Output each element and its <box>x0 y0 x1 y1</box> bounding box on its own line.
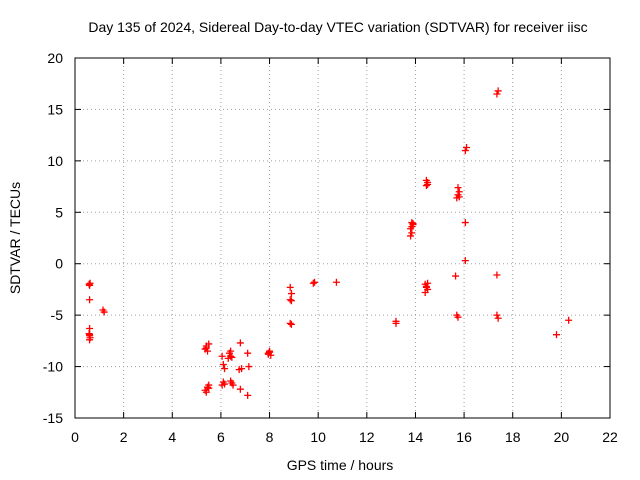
data-point <box>221 365 229 373</box>
data-point <box>408 229 416 237</box>
chart-title: Day 135 of 2024, Sidereal Day-to-day VTE… <box>88 19 587 35</box>
data-point <box>408 219 416 227</box>
x-tick-label: 10 <box>310 429 326 445</box>
y-tick-label: 5 <box>55 204 63 220</box>
data-point <box>287 320 295 328</box>
data-point <box>286 283 294 291</box>
data-point <box>463 143 471 151</box>
x-tick-label: 18 <box>505 429 521 445</box>
data-point <box>244 349 252 357</box>
x-tick-label: 0 <box>71 429 79 445</box>
data-point <box>221 380 229 388</box>
data-point <box>452 272 460 280</box>
data-point <box>494 314 502 322</box>
data-point <box>100 308 108 316</box>
data-point <box>424 279 432 287</box>
x-tick-label: 4 <box>168 429 176 445</box>
data-point <box>229 381 237 389</box>
data-point <box>493 271 501 279</box>
data-point <box>454 313 462 321</box>
data-point <box>421 289 429 297</box>
data-point <box>205 384 213 392</box>
grid-lines <box>75 58 610 418</box>
data-point <box>236 339 244 347</box>
y-axis-label: SDTVAR / TECUs <box>7 182 23 294</box>
data-point <box>204 347 212 355</box>
x-tick-labels: 0 2 4 6 8 10 12 14 16 18 20 22 <box>71 429 618 445</box>
data-point <box>422 283 430 291</box>
data-point <box>245 363 253 371</box>
data-point <box>461 257 469 265</box>
data-point <box>244 391 252 399</box>
data-point <box>238 365 246 373</box>
x-tick-label: 12 <box>359 429 375 445</box>
axis-ticks <box>74 57 611 419</box>
x-tick-label: 22 <box>602 429 618 445</box>
data-point <box>86 336 94 344</box>
data-point <box>236 385 244 393</box>
data-point <box>227 352 235 360</box>
data-point <box>218 352 226 360</box>
x-axis-label: GPS time / hours <box>287 457 394 473</box>
data-point <box>228 353 236 361</box>
data-point <box>493 311 501 319</box>
data-point <box>287 297 295 305</box>
y-tick-label: -5 <box>51 307 64 323</box>
plot-frame <box>74 57 611 419</box>
data-point <box>461 147 469 155</box>
y-tick-label: -15 <box>43 410 63 426</box>
x-tick-label: 6 <box>217 429 225 445</box>
y-tick-label: -10 <box>43 359 63 375</box>
data-point <box>565 316 573 324</box>
x-tick-label: 2 <box>120 429 128 445</box>
y-tick-label: 20 <box>47 50 63 66</box>
data-point <box>392 319 400 327</box>
data-point <box>202 344 210 352</box>
data-point <box>287 290 295 298</box>
y-tick-label: 0 <box>55 256 63 272</box>
data-point <box>311 278 319 286</box>
data-point <box>493 90 501 98</box>
data-point <box>422 176 430 184</box>
y-tick-labels: -15 -10 -5 0 5 10 15 20 <box>43 50 63 426</box>
data-point <box>409 220 417 228</box>
data-point <box>205 340 213 348</box>
x-tick-label: 8 <box>266 429 274 445</box>
x-tick-label: 20 <box>554 429 570 445</box>
data-point <box>86 296 94 304</box>
data-point <box>553 331 560 339</box>
data-point <box>286 296 294 304</box>
data-point <box>494 87 502 95</box>
data-point <box>219 361 227 369</box>
y-tick-label: 10 <box>47 153 63 169</box>
data-point <box>202 388 210 396</box>
data-point <box>454 184 462 192</box>
data-point <box>286 319 294 327</box>
data-point <box>424 181 432 189</box>
x-tick-label: 14 <box>408 429 424 445</box>
y-tick-label: 15 <box>47 101 63 117</box>
data-point <box>86 279 94 287</box>
data-point <box>332 278 340 286</box>
data-points <box>85 87 573 399</box>
data-point <box>407 232 415 240</box>
data-point <box>455 193 463 201</box>
x-tick-label: 16 <box>456 429 472 445</box>
data-point <box>309 279 317 287</box>
data-point <box>264 350 272 358</box>
data-point <box>461 219 469 227</box>
